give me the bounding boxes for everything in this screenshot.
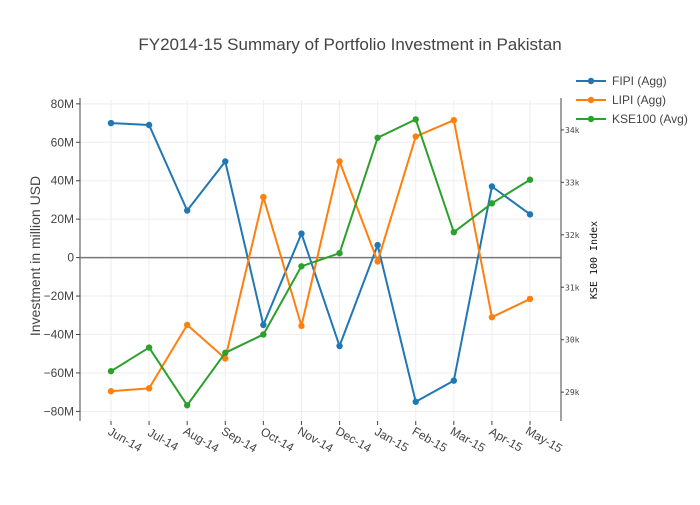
- data-point: [298, 263, 305, 270]
- data-point: [488, 200, 496, 207]
- y-axis-ticks: −80M −60M −40M −20M 0 20M 40M 60M 80M: [44, 97, 80, 418]
- data-point: [374, 134, 381, 141]
- data-point: [183, 321, 191, 329]
- series-line: [110, 118, 531, 407]
- y-axis-label: Investment in million USD: [27, 176, 43, 336]
- series-1: [107, 116, 534, 395]
- data-point: [412, 398, 419, 405]
- data-point: [526, 211, 534, 218]
- data-point: [222, 158, 229, 165]
- legend[interactable]: FIPI (Agg) LIPI (Agg) KSE100 (Avg): [576, 74, 688, 126]
- x-tick-label: Dec-14: [333, 424, 374, 456]
- series-line: [110, 122, 531, 403]
- x-tick-label: Jan-15: [372, 424, 411, 455]
- x-axis-ticks: Jun-14 Jul-14 Aug-14Sep-14Oct-14Nov-14Dec-…: [106, 421, 565, 456]
- x-tick-label: Aug-14: [181, 424, 222, 456]
- series-2: [107, 116, 534, 409]
- legend-item[interactable]: LIPI (Agg): [576, 93, 666, 107]
- x-tick-label: Apr-15: [487, 424, 525, 454]
- y2-tick-label: 33k: [565, 178, 580, 187]
- data-point: [374, 241, 381, 249]
- data-point: [222, 349, 229, 357]
- data-point: [298, 322, 305, 330]
- data-point: [145, 121, 153, 129]
- legend-item[interactable]: FIPI (Agg): [576, 74, 667, 88]
- y-tick-label: 20M: [51, 212, 74, 226]
- y2-tick-label: 29k: [565, 388, 580, 397]
- data-point: [260, 193, 267, 201]
- data-point: [488, 314, 496, 321]
- data-point: [183, 402, 191, 409]
- y-tick-label: −20M: [44, 289, 74, 303]
- y2-axis-label: KSE 100 Index: [589, 221, 600, 299]
- data-point: [145, 385, 153, 392]
- data-point: [298, 230, 305, 237]
- data-point: [374, 258, 381, 265]
- data-point: [526, 176, 534, 183]
- x-tick-label: Jul-14: [145, 425, 181, 454]
- chart-title: FY2014-15 Summary of Portfolio Investmen…: [138, 35, 561, 54]
- y-tick-label: 40M: [51, 174, 74, 188]
- data-point: [412, 133, 419, 140]
- series: [107, 116, 534, 409]
- data-point: [450, 228, 458, 236]
- legend-swatch-marker: [587, 77, 595, 85]
- data-point: [412, 116, 419, 123]
- legend-item[interactable]: KSE100 (Avg): [576, 112, 688, 126]
- data-point: [107, 119, 115, 127]
- grid: [80, 100, 561, 421]
- y2-tick-label: 32k: [565, 231, 580, 240]
- legend-swatch-marker: [587, 96, 595, 104]
- series-line: [110, 119, 531, 393]
- y-tick-label: 80M: [51, 97, 74, 111]
- y-tick-label: 60M: [51, 135, 74, 149]
- y2-axis-ticks: 29k 30k 31k 32k 33k 34k: [561, 126, 580, 397]
- x-tick-label: Feb-15: [410, 424, 450, 455]
- x-tick-label: May-15: [523, 423, 565, 455]
- data-point: [450, 116, 458, 124]
- data-point: [260, 321, 267, 329]
- legend-label: FIPI (Agg): [612, 74, 667, 88]
- y-tick-label: −80M: [44, 404, 74, 418]
- x-tick-label: Mar-15: [448, 424, 488, 455]
- data-point: [107, 388, 115, 395]
- data-point: [107, 367, 115, 375]
- data-point: [488, 183, 496, 190]
- data-point: [526, 295, 534, 303]
- data-point: [336, 342, 343, 350]
- y-tick-label: 0: [67, 251, 74, 265]
- series-0: [107, 119, 534, 405]
- y2-tick-label: 31k: [565, 283, 580, 292]
- data-point: [260, 331, 267, 338]
- data-point: [183, 207, 191, 214]
- x-tick-label: Jun-14: [106, 424, 145, 455]
- data-point: [336, 249, 343, 257]
- data-point: [145, 344, 153, 351]
- y-tick-label: −60M: [44, 366, 74, 380]
- y2-tick-label: 34k: [565, 126, 580, 135]
- x-tick-label: Nov-14: [295, 424, 336, 456]
- data-point: [336, 158, 343, 165]
- legend-label: KSE100 (Avg): [612, 112, 688, 126]
- y2-tick-label: 30k: [565, 336, 580, 345]
- y-tick-label: −40M: [44, 328, 74, 342]
- x-tick-label: Oct-14: [258, 424, 296, 454]
- legend-label: LIPI (Agg): [612, 93, 666, 107]
- data-point: [450, 377, 458, 384]
- x-tick-label: Sep-14: [219, 424, 260, 456]
- data-point: [222, 355, 229, 362]
- legend-swatch-marker: [587, 115, 595, 123]
